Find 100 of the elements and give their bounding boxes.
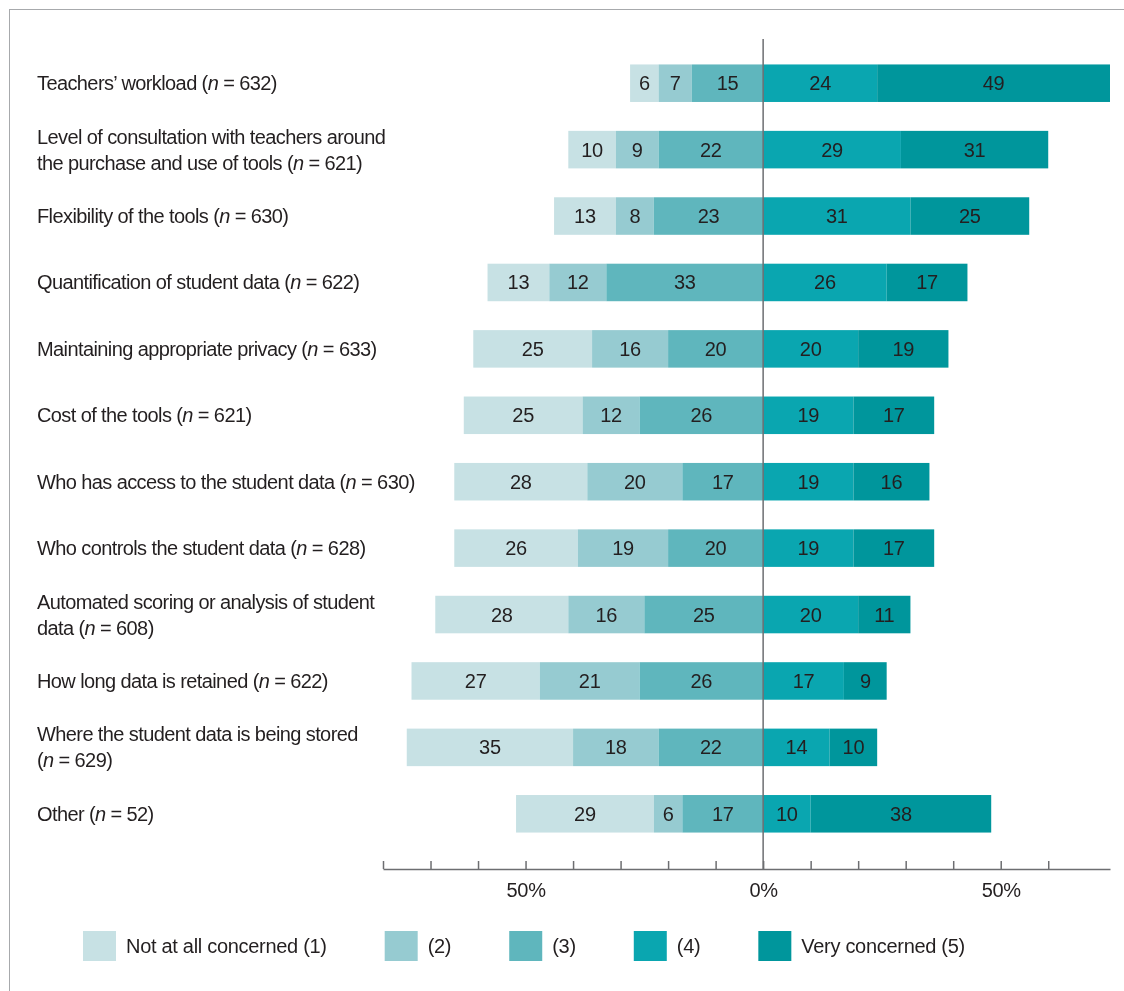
bar (587, 462, 683, 501)
data-label: 17 (882, 537, 905, 560)
bar (886, 263, 968, 302)
data-label: 16 (880, 470, 903, 493)
bar (473, 330, 593, 368)
bar (454, 529, 578, 567)
y-tick-label: Level of consultation with teachers around the purchase and use of tools (n = 621) (37, 125, 391, 174)
y-tick-label: Cost of the tools (n = 621) (37, 404, 252, 427)
data-label: 22 (700, 138, 722, 161)
data-label: 38 (890, 802, 912, 825)
bar (853, 529, 935, 567)
legend-label: (4) (676, 935, 701, 957)
bar (658, 64, 692, 102)
bar (454, 462, 588, 501)
data-label: 24 (809, 72, 832, 95)
data-label: 21 (578, 669, 601, 692)
data-label: 6 (662, 802, 674, 825)
bar (853, 396, 935, 435)
y-tick-label: Where the student data is being stored (n = 629) (37, 723, 363, 772)
y-tick-label: How long data is retained (n = 622) (37, 669, 328, 692)
data-label: 15 (716, 72, 739, 95)
bar (615, 130, 659, 169)
data-label: 9 (631, 138, 643, 161)
bar (411, 662, 540, 700)
data-label: 22 (700, 736, 722, 759)
data-label: 26 (814, 271, 836, 294)
legend-label: Not at all concerned (1) (126, 935, 327, 957)
bar (406, 728, 574, 767)
data-label: 18 (605, 736, 627, 759)
data-label: 7 (669, 72, 681, 95)
bar (639, 662, 764, 700)
bar (630, 64, 659, 102)
y-tick-label: Who has access to the student data (n = 630) (37, 470, 415, 493)
bar (691, 64, 764, 102)
data-label: 6 (638, 72, 650, 95)
bar (877, 64, 1110, 102)
bar (763, 64, 878, 102)
bar (658, 130, 764, 169)
y-tick-label: Maintaining appropriate privacy (n = 633) (37, 337, 377, 360)
data-label: 11 (874, 603, 895, 626)
bar (843, 662, 887, 700)
data-label: 35 (479, 736, 501, 759)
y-tick-label: Who controls the student data (n = 628) (37, 537, 366, 560)
data-label: 26 (690, 669, 713, 692)
bar (463, 396, 583, 435)
data-label: 12 (600, 404, 623, 427)
data-label: 13 (507, 271, 530, 294)
bar (568, 595, 645, 634)
data-label: 28 (490, 603, 513, 626)
data-label: 9 (859, 669, 871, 692)
bar (568, 130, 616, 169)
data-label: 19 (892, 337, 915, 360)
bar (763, 795, 811, 833)
bar (763, 595, 859, 634)
data-label: 33 (673, 271, 696, 294)
data-label: 25 (692, 603, 715, 626)
legend-label: (3) (552, 935, 576, 957)
data-label: 25 (521, 337, 544, 360)
y-tick-label: Automated scoring or analysis of student data (n = 608) (37, 590, 380, 639)
bar (900, 130, 1049, 169)
bar (910, 197, 1030, 235)
bar (653, 197, 764, 235)
bar (763, 197, 911, 235)
y-tick-label: Quantification of student data (n = 622) (37, 271, 360, 294)
data-label: 13 (574, 205, 596, 228)
bar (639, 396, 764, 435)
bar (763, 263, 887, 302)
data-label: 28 (509, 470, 532, 493)
bar (853, 462, 930, 501)
data-label: 25 (512, 404, 535, 427)
data-label: 29 (821, 138, 844, 161)
data-label: 10 (842, 736, 865, 759)
data-label: 16 (595, 603, 618, 626)
bar (487, 263, 550, 302)
data-label: 31 (825, 205, 848, 228)
bar (592, 330, 669, 368)
data-label: 20 (704, 337, 727, 360)
data-label: 26 (690, 404, 713, 427)
bar (606, 263, 764, 302)
data-label: 31 (963, 138, 986, 161)
data-label: 14 (785, 736, 808, 759)
bar (763, 728, 830, 767)
x-tick-label: 50% (506, 879, 547, 902)
bar (582, 396, 640, 435)
data-label: 20 (704, 537, 727, 560)
data-label: 12 (566, 271, 589, 294)
data-label: 20 (799, 603, 822, 626)
data-label: 16 (619, 337, 642, 360)
bar (658, 728, 764, 767)
x-tick-label: 0% (749, 879, 779, 902)
data-label: 49 (982, 72, 1005, 95)
legend-label: Very concerned (5) (801, 935, 965, 957)
bar (682, 795, 764, 833)
data-label: 17 (792, 669, 815, 692)
data-label: 20 (799, 337, 822, 360)
bar (763, 330, 859, 368)
data-label: 17 (711, 802, 734, 825)
bar (549, 263, 607, 302)
bar (577, 529, 669, 567)
legend-label: (2) (427, 935, 452, 957)
